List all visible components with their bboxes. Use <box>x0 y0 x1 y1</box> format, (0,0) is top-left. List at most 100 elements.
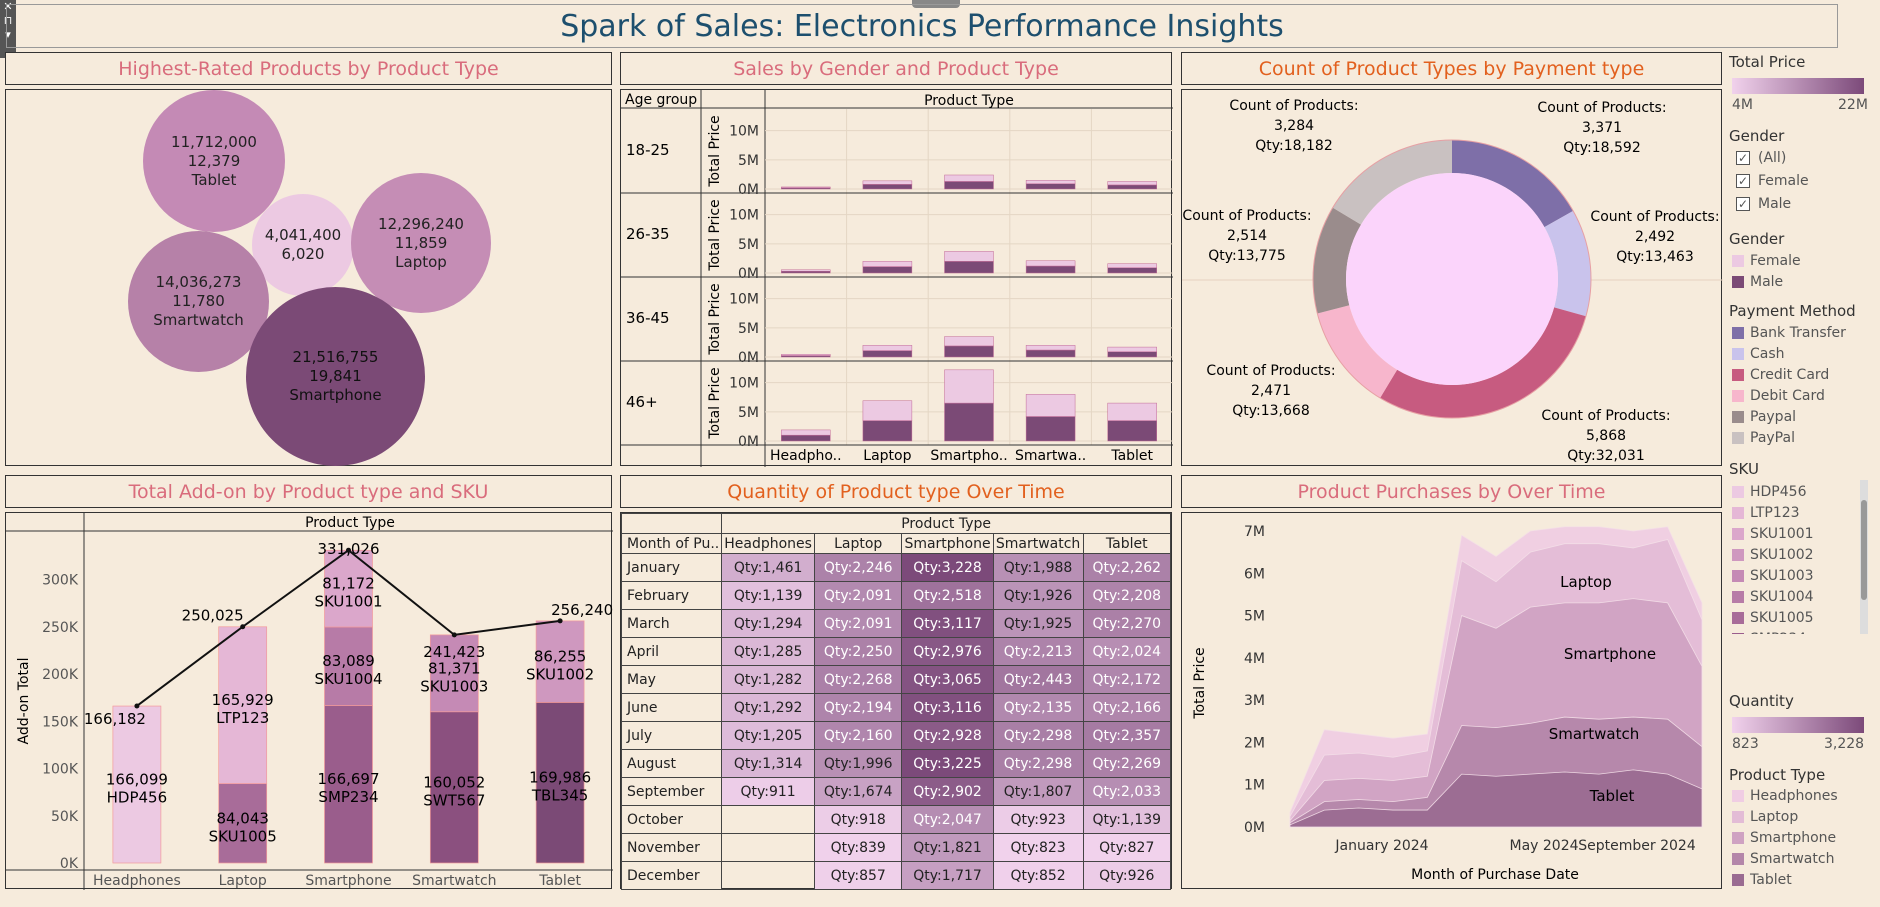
x-tick-label: January 2024 <box>1334 838 1428 854</box>
y-tick-label: 0M <box>1244 820 1265 836</box>
payment-legend-item[interactable]: Credit Card <box>1732 367 1829 383</box>
checkbox-icon[interactable]: ✓ <box>1736 151 1750 165</box>
legend-swatch <box>1732 348 1744 360</box>
bubble-headphones[interactable]: 4,041,400 6,020 <box>252 194 354 296</box>
slice-label-title: Count of Products: <box>1590 209 1719 225</box>
sku-legend-item[interactable]: SKU1002 <box>1732 547 1814 563</box>
bar-female <box>1107 346 1157 353</box>
bubble-smartwatch[interactable]: 14,036,273 11,780 Smartwatch <box>128 231 269 372</box>
y-tick-label: 10M <box>729 124 759 140</box>
sku-legend-item[interactable]: LTP123 <box>1732 505 1800 521</box>
sku-legend-item[interactable]: SMP234 <box>1732 631 1806 634</box>
segment-value-label: 84,043 <box>216 809 269 827</box>
quantity-gradient <box>1732 717 1864 733</box>
legend-label: Laptop <box>1750 809 1799 825</box>
checkbox-icon[interactable]: ✓ <box>1736 197 1750 211</box>
bubble-laptop[interactable]: 12,296,240 11,859 Laptop <box>351 173 491 313</box>
bubble-smartphone[interactable]: 21,516,755 19,841 Smartphone <box>246 287 425 466</box>
month-cell: March <box>620 609 723 638</box>
slice-label-qty: Qty:18,182 <box>1255 138 1332 154</box>
side-toolbar-handle[interactable]: ✕ ⊓ ▾ <box>0 0 16 58</box>
segment-sku-label: SWT567 <box>423 791 485 809</box>
bar-female <box>1025 180 1076 184</box>
product-type-legend-item[interactable]: Headphones <box>1732 788 1838 804</box>
age-group-label: 46+ <box>626 393 658 411</box>
table-row: June Qty:1,292 Qty:2,194 Qty:3,116 Qty:2,135… <box>620 693 1172 722</box>
qty-panel-title: Quantity of Product type Over Time <box>620 475 1172 508</box>
qty-cell: Qty:1,205 <box>721 721 815 750</box>
bar-male <box>862 350 913 358</box>
sku-legend-item[interactable]: SKU1004 <box>1732 589 1814 605</box>
legend-swatch <box>1732 486 1744 498</box>
sku-legend-item[interactable]: SKU1003 <box>1732 568 1814 584</box>
product-type-legend-item[interactable]: Tablet <box>1732 872 1792 888</box>
product-type-legend-item[interactable]: Smartphone <box>1732 830 1836 846</box>
dashboard-title: Spark of Sales: Electronics Performance … <box>6 4 1838 48</box>
qty-cell: Qty:857 <box>813 861 903 890</box>
sku-legend-list[interactable]: HDP456 LTP123 SKU1001 SKU1002 SKU1003 SKU1004… <box>1728 482 1860 634</box>
bubble-rating: 12,379 <box>187 151 241 170</box>
sku-legend-item[interactable]: SKU1001 <box>1732 526 1814 542</box>
bubble-chart-panel: 11,712,000 12,379 Tablet 4,041,400 6,020… <box>5 89 612 466</box>
y-axis-title: Total Price <box>707 367 723 439</box>
legend-label: SKU1004 <box>1750 589 1814 605</box>
slice-label-count: 2,471 <box>1251 383 1291 399</box>
legend-label: SMP234 <box>1750 631 1806 634</box>
gender-legend-item[interactable]: Male <box>1732 274 1783 290</box>
month-cell: October <box>620 805 723 834</box>
bar-female <box>1025 260 1076 267</box>
qty-cell: Qty:1,139 <box>1082 805 1172 834</box>
total-label: 166,182 <box>84 710 146 728</box>
gender-filter-all[interactable]: ✓ (All) <box>1736 150 1786 166</box>
bar-female <box>1025 345 1076 351</box>
gender-filter-male[interactable]: ✓ Male <box>1736 196 1791 212</box>
qty-cell: Qty:2,213 <box>992 637 1084 666</box>
sku-scrollbar[interactable] <box>1860 480 1868 634</box>
payment-legend-item[interactable]: Paypal <box>1732 409 1796 425</box>
sku-legend-item[interactable]: SKU1005 <box>1732 610 1814 626</box>
total-point <box>240 624 246 630</box>
month-cell: May <box>620 665 723 694</box>
donut-slice <box>1317 305 1398 398</box>
qty-cell: Qty:2,250 <box>813 637 903 666</box>
total-label: 241,423 <box>423 643 485 661</box>
qty-cell: Qty:2,194 <box>813 693 903 722</box>
month-cell: November <box>620 833 723 862</box>
slice-label-title: Count of Products: <box>1537 100 1666 116</box>
y-tick-label: 4M <box>1244 651 1265 667</box>
segment-value-label: 83,089 <box>322 652 375 670</box>
y-tick-label: 3M <box>1244 693 1265 709</box>
qty-cell: Qty:2,135 <box>992 693 1084 722</box>
payment-legend-item[interactable]: PayPal <box>1732 430 1795 446</box>
payment-legend-item[interactable]: Cash <box>1732 346 1785 362</box>
qty-cell: Qty:918 <box>813 805 903 834</box>
product-type-header: Product Type <box>924 93 1014 109</box>
bubble-rating: 6,020 <box>281 245 325 263</box>
legend-label: Female <box>1750 253 1801 269</box>
gender-filter-female[interactable]: ✓ Female <box>1736 173 1809 189</box>
bubble-tablet[interactable]: 11,712,000 12,379 Tablet <box>143 90 285 232</box>
legend-swatch <box>1732 369 1744 381</box>
bar-female <box>944 369 994 404</box>
total-label: 256,240 <box>551 601 613 619</box>
y-tick-label: 10M <box>729 292 759 308</box>
payment-legend-item[interactable]: Debit Card <box>1732 388 1825 404</box>
product-type-legend-item[interactable]: Laptop <box>1732 809 1798 825</box>
addon-chart-panel: Product Type Add-on Total 300K 250K 200K 150K… <box>5 512 613 890</box>
bubble-value: 21,516,755 <box>292 348 379 366</box>
checkbox-icon[interactable]: ✓ <box>1736 174 1750 188</box>
product-type-legend-item[interactable]: Smartwatch <box>1732 851 1834 867</box>
segment-sku-label: SKU1005 <box>209 827 277 845</box>
segment-sku-label: TBL345 <box>531 787 588 805</box>
age-group-label: 36-45 <box>626 309 670 327</box>
legend-swatch <box>1732 811 1744 823</box>
gender-legend-item[interactable]: Female <box>1732 253 1801 269</box>
segment-value-label: 86,255 <box>534 648 587 666</box>
y-tick-label: 5M <box>1244 609 1265 625</box>
legend-swatch <box>1732 390 1744 402</box>
payment-legend-item[interactable]: Bank Transfer <box>1732 325 1846 341</box>
total-point <box>557 618 563 624</box>
sku-legend-item[interactable]: HDP456 <box>1732 484 1806 500</box>
x-tick-label: Tablet <box>538 873 581 889</box>
qty-cell: Qty:911 <box>721 777 815 806</box>
